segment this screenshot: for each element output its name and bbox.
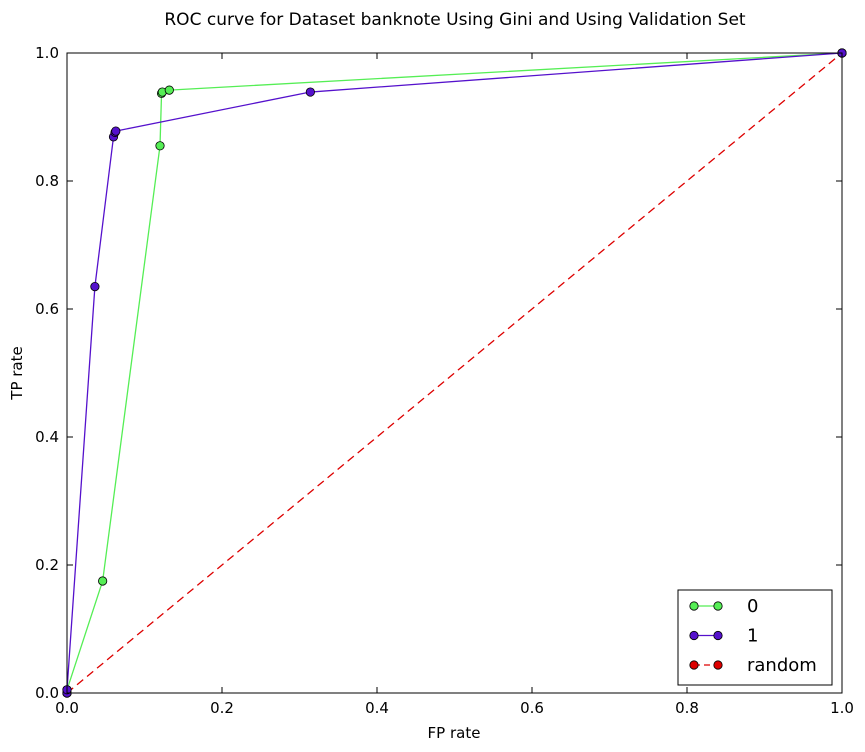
legend-marker [689, 601, 699, 611]
chart-title: ROC curve for Dataset banknote Using Gin… [164, 10, 746, 30]
x-tick-label: 0.2 [210, 699, 234, 717]
y-tick-label: 0.6 [35, 300, 59, 318]
x-tick-label: 0.4 [365, 699, 389, 717]
data-point-0 [155, 141, 165, 151]
legend-item-random: random [689, 655, 817, 676]
data-point-0 [164, 85, 174, 95]
data-point-1 [90, 281, 100, 292]
legend-marker [713, 630, 723, 641]
legend-item-1: 1 [689, 626, 758, 647]
data-point-1 [111, 126, 121, 136]
x-tick-label: 0.0 [55, 699, 79, 717]
legend-item-0: 0 [689, 596, 758, 617]
x-tick-label: 0.6 [520, 699, 544, 717]
legend: 0 1 random [677, 589, 833, 686]
legend-marker [689, 630, 699, 641]
legend-label: 0 [747, 596, 758, 617]
x-tick-label: 1.0 [830, 699, 854, 717]
y-tick-label: 0.0 [35, 684, 59, 702]
legend-marker [689, 660, 699, 670]
plot-frame [66, 52, 843, 694]
x-tick-label: 0.8 [675, 699, 699, 717]
legend-label: 1 [747, 626, 758, 647]
y-tick-label: 0.8 [35, 172, 59, 190]
legend-label: random [747, 655, 817, 676]
data-point-1 [305, 87, 315, 97]
y-axis-label: TP rate [8, 346, 26, 400]
y-tick-label: 0.2 [35, 556, 59, 574]
legend-marker [713, 601, 723, 611]
y-tick-label: 0.4 [35, 428, 59, 446]
x-axis-label: FP rate [428, 724, 481, 742]
legend-items: 0 1 random [689, 596, 817, 676]
series-line-random [66, 52, 843, 694]
data-point-0 [98, 576, 108, 586]
ticks-layer: 0.0 0.2 0.4 0.6 0.8 1.0 0.0 0.2 0.4 0.6 0.8 1.0 [35, 44, 854, 717]
legend-marker [713, 660, 723, 670]
y-tick-label: 1.0 [35, 44, 59, 62]
